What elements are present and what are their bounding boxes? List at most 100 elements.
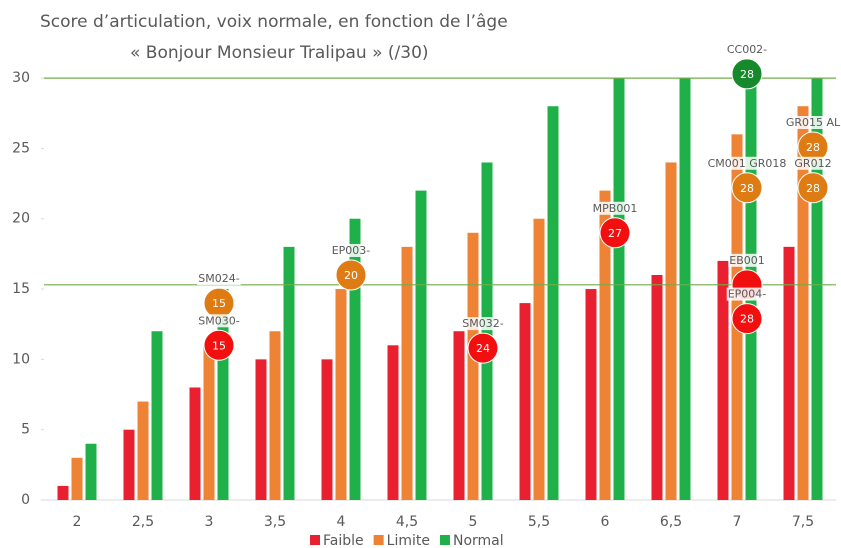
annotation-label-bg xyxy=(197,272,241,286)
bar xyxy=(217,289,229,500)
bar xyxy=(783,246,795,500)
x-tick-label: 7,5 xyxy=(792,514,814,530)
bar xyxy=(599,190,611,500)
annotation: 28 GR015 AL xyxy=(784,116,841,163)
annotation-label-bg xyxy=(591,201,639,215)
bar xyxy=(415,190,427,500)
y-tick-label: 15 xyxy=(12,281,30,297)
legend-swatch xyxy=(439,535,450,545)
annotation-label-bg xyxy=(330,243,372,257)
annotation-value: 28 xyxy=(740,68,754,81)
annotation-label-bg xyxy=(726,287,768,301)
x-tick-label: 3,5 xyxy=(264,514,286,530)
annotation-label: EP004- xyxy=(728,288,767,301)
bar xyxy=(137,401,149,500)
bar xyxy=(401,246,413,500)
bar xyxy=(481,162,493,500)
bar xyxy=(613,78,625,500)
legend-swatch xyxy=(373,535,384,545)
bar xyxy=(467,232,479,501)
annotation-label: MPB001 xyxy=(593,202,638,215)
annotation-label-bg xyxy=(461,317,505,331)
chart-title: Score d’articulation, voix normale, en f… xyxy=(40,12,508,32)
annotation-marker xyxy=(731,58,763,90)
annotation: 15 SM030- xyxy=(197,314,241,361)
bar xyxy=(585,289,597,500)
bar xyxy=(349,218,361,500)
annotation-label-bg xyxy=(728,253,766,267)
bar xyxy=(151,331,163,500)
annotation: 15 SM024- xyxy=(197,272,241,319)
bar xyxy=(811,78,823,500)
bar xyxy=(387,345,399,500)
annotation: 27 MPB001 xyxy=(591,201,639,249)
bar xyxy=(547,106,559,500)
annotation-value: 28 xyxy=(806,182,820,195)
bar xyxy=(335,289,347,500)
bar xyxy=(269,331,281,500)
annotation-value: 24 xyxy=(476,342,490,355)
legend-label: Limite xyxy=(387,533,430,548)
legend-swatch xyxy=(310,535,320,545)
annotation: 28 GR012 xyxy=(793,156,833,204)
annotation: 20 EP003- xyxy=(330,243,372,291)
legend-label: Normal xyxy=(453,533,504,548)
annotation: 28 CC002- xyxy=(725,42,769,90)
annotation-value: 28 xyxy=(740,182,754,195)
annotation-marker xyxy=(797,172,829,204)
annotation-label: SM032- xyxy=(462,317,503,330)
annotation: 28 EP004- xyxy=(726,287,768,335)
annotation-label: SM024- xyxy=(198,272,239,285)
annotation-label: GR015 AL xyxy=(786,116,841,129)
x-tick-label: 2,5 xyxy=(132,514,154,530)
annotation-label: EB001 xyxy=(729,254,765,267)
bar xyxy=(283,246,295,500)
bar xyxy=(71,457,83,500)
bar xyxy=(519,303,531,500)
annotation-marker xyxy=(467,332,499,364)
annotation: 28 CM001 GR018 xyxy=(706,156,788,204)
y-tick-label: 10 xyxy=(12,351,30,367)
annotation-label-bg xyxy=(793,156,833,170)
y-tick-label: 20 xyxy=(12,211,30,227)
annotation-label-bg xyxy=(784,116,841,130)
annotation-marker xyxy=(203,329,235,361)
bar xyxy=(651,274,663,500)
bar xyxy=(533,218,545,500)
x-tick-label: 4 xyxy=(337,514,346,530)
bar xyxy=(321,359,333,500)
bar xyxy=(453,331,465,500)
bar xyxy=(797,106,809,500)
x-tick-label: 5 xyxy=(469,514,478,530)
y-tick-label: 30 xyxy=(12,70,30,86)
annotation-label: GR012 xyxy=(794,157,831,170)
annotation-label-bg xyxy=(197,314,241,328)
bar xyxy=(57,485,69,500)
x-tick-label: 5,5 xyxy=(528,514,550,530)
annotation-label: CM001 GR018 xyxy=(708,157,787,170)
bar xyxy=(123,429,135,500)
x-tick-label: 3 xyxy=(205,514,214,530)
bar xyxy=(717,260,729,500)
annotation-marker xyxy=(335,259,367,291)
x-tick-label: 2 xyxy=(73,514,82,530)
bar xyxy=(679,78,691,500)
annotation-marker xyxy=(599,217,631,249)
legend-label: Faible xyxy=(323,533,364,548)
bar xyxy=(203,345,215,500)
annotation-value: 20 xyxy=(344,269,358,282)
annotation-value: 27 xyxy=(608,227,622,240)
annotation-label: SM030- xyxy=(198,314,239,327)
annotation-value: 15 xyxy=(212,339,226,352)
annotation-marker xyxy=(731,303,763,335)
x-tick-label: 6 xyxy=(601,514,610,530)
y-tick-label: 0 xyxy=(21,492,30,508)
bar xyxy=(189,387,201,500)
annotation-value: 15 xyxy=(212,297,226,310)
annotation-label: EP003- xyxy=(332,244,371,257)
x-tick-label: 7 xyxy=(733,514,742,530)
bar xyxy=(665,162,677,500)
y-tick-label: 5 xyxy=(21,422,30,438)
annotation-label-bg xyxy=(706,156,788,170)
